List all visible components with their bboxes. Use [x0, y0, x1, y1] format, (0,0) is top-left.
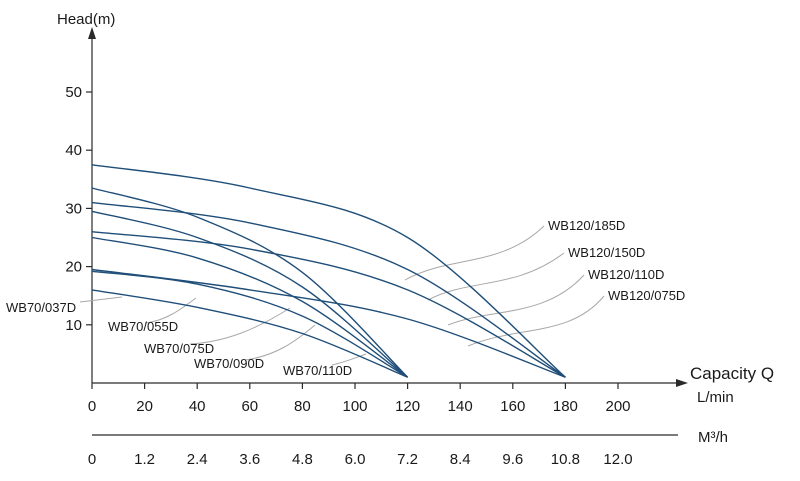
x-tick-label: 40 [189, 398, 206, 415]
x-tick-labels: 0 20 40 60 80 100 120 140 160 180 200 [88, 383, 631, 415]
label-leader-lines [79, 225, 605, 366]
secondary-x-tick-label: 8.4 [450, 451, 471, 468]
label-wb70-075d: WB70/075D [144, 341, 214, 356]
secondary-x-tick-label: 0 [88, 451, 96, 468]
label-wb70-037d: WB70/037D [6, 300, 76, 315]
label-wb120-110d: WB120/110D [588, 267, 664, 282]
label-wb120-185d: WB120/185D [548, 218, 625, 233]
secondary-x-tick-label: 10.8 [551, 451, 580, 468]
x-axis-unit: L/min [697, 389, 734, 406]
y-tick-label: 10 [65, 317, 82, 334]
x-tick-label: 60 [241, 398, 258, 415]
secondary-x-axis-unit: M³/h [698, 429, 728, 446]
label-wb70-110d: WB70/110D [283, 363, 352, 378]
secondary-x-tick-label: 4.8 [292, 451, 313, 468]
curve-wb70-037d [91, 289, 408, 378]
curve-wb70-075d [91, 236, 409, 378]
x-tick-label: 120 [395, 398, 420, 415]
curve-wb120-150d [91, 201, 566, 378]
leader-wb120-110d [447, 274, 585, 326]
y-tick-label: 30 [65, 200, 82, 217]
secondary-x-tick-label: 9.6 [502, 451, 523, 468]
x-tick-label: 140 [448, 398, 473, 415]
label-wb120-150d: WB120/150D [568, 245, 645, 260]
curve-wb70-110d [91, 187, 409, 378]
x-axis-title: Capacity Q [690, 364, 774, 383]
secondary-x-tick-label: 6.0 [345, 451, 366, 468]
label-wb70-055d: WB70/055D [108, 319, 178, 334]
curve-wb70-090d [91, 210, 409, 378]
curve-wb120-185d [91, 164, 566, 378]
curve-wb120-075d [91, 268, 566, 378]
leader-wb120-150d [427, 252, 565, 301]
y-tick-labels: 10 20 30 40 50 [65, 84, 92, 334]
y-tick-label: 40 [65, 142, 82, 159]
leader-wb70-110d [331, 353, 367, 366]
x-tick-label: 80 [294, 398, 311, 415]
x-tick-label: 0 [88, 398, 96, 415]
leader-wb70-037d [79, 296, 123, 303]
y-tick-label: 50 [65, 84, 82, 101]
secondary-x-tick-label: 1.2 [134, 451, 155, 468]
x-axis-arrowhead [676, 379, 688, 387]
label-wb70-090d: WB70/090D [194, 356, 264, 371]
x-tick-label: 20 [136, 398, 153, 415]
y-axis-title: Head(m) [57, 11, 115, 28]
curve-wb120-110d [91, 231, 566, 378]
leader-wb70-090d [244, 324, 316, 361]
secondary-x-tick-label: 7.2 [397, 451, 418, 468]
secondary-x-tick-label: 3.6 [239, 451, 260, 468]
leader-wb120-075d [467, 295, 605, 347]
y-axis-arrowhead [88, 27, 96, 39]
label-wb120-075d: WB120/075D [608, 288, 685, 303]
secondary-x-tick-labels: 0 1.2 2.4 3.6 4.8 6.0 7.2 8.4 9.6 10.8 12.0 [88, 451, 633, 468]
x-tick-label: 100 [342, 398, 367, 415]
y-tick-label: 20 [65, 259, 82, 276]
x-tick-label: 160 [500, 398, 525, 415]
leader-wb70-075d [189, 307, 291, 345]
leader-wb120-185d [404, 225, 545, 281]
x-tick-label: 180 [553, 398, 578, 415]
leader-wb70-055d [144, 297, 197, 324]
secondary-x-tick-label: 2.4 [187, 451, 208, 468]
secondary-x-tick-label: 12.0 [603, 451, 632, 468]
pump-curves [91, 164, 566, 378]
x-tick-label: 200 [605, 398, 630, 415]
